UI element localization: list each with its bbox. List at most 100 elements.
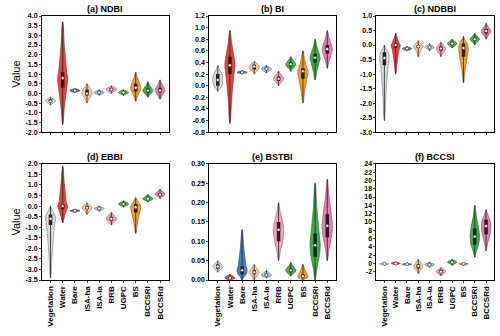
svg-text:Value: Value	[10, 208, 22, 235]
svg-text:(c) NDBBI: (c) NDBBI	[414, 4, 456, 14]
svg-text:-1.5: -1.5	[26, 119, 38, 126]
svg-text:1.5: 1.5	[28, 61, 38, 68]
svg-text:-0.5: -0.5	[26, 213, 38, 220]
svg-text:-0.8: -0.8	[193, 129, 205, 136]
svg-text:RRB: RRB	[436, 286, 445, 304]
svg-text:(a) NDBI: (a) NDBI	[87, 4, 123, 14]
svg-text:Vegetation: Vegetation	[213, 286, 222, 327]
svg-text:Vegetation: Vegetation	[380, 286, 389, 327]
svg-text:-0.5: -0.5	[360, 56, 372, 63]
svg-text:18: 18	[364, 185, 372, 192]
svg-text:-2.5: -2.5	[360, 114, 372, 121]
svg-text:1.5: 1.5	[28, 171, 38, 178]
svg-text:0.5: 0.5	[362, 27, 372, 34]
svg-text:2: 2	[368, 252, 372, 259]
svg-text:Water: Water	[226, 286, 235, 308]
svg-text:(d) EBBI: (d) EBBI	[87, 152, 123, 162]
svg-text:Water: Water	[58, 286, 67, 308]
svg-text:(e) BSTBI: (e) BSTBI	[252, 152, 293, 162]
svg-text:0.25: 0.25	[191, 180, 205, 187]
svg-text:0.0: 0.0	[28, 203, 38, 210]
svg-text:BCCSRd: BCCSRd	[156, 286, 165, 319]
svg-text:-1.5: -1.5	[26, 234, 38, 241]
svg-text:0.4: 0.4	[195, 59, 205, 66]
svg-text:BS: BS	[459, 286, 468, 298]
svg-text:-3.5: -3.5	[26, 276, 38, 283]
svg-text:Vegetation: Vegetation	[46, 286, 55, 327]
svg-text:-2.0: -2.0	[26, 129, 38, 136]
svg-text:BCCSRl: BCCSRl	[470, 286, 479, 317]
svg-text:0.2: 0.2	[195, 71, 205, 78]
svg-text:20: 20	[364, 177, 372, 184]
svg-text:3.5: 3.5	[28, 22, 38, 29]
svg-text:0.5: 0.5	[28, 192, 38, 199]
svg-text:1.0: 1.0	[28, 71, 38, 78]
svg-text:Bare: Bare	[70, 286, 79, 304]
svg-text:0.30: 0.30	[191, 160, 205, 167]
svg-text:1.0: 1.0	[28, 181, 38, 188]
svg-text:0.6: 0.6	[195, 47, 205, 54]
svg-text:0.20: 0.20	[191, 199, 205, 206]
svg-text:RRB: RRB	[274, 286, 283, 304]
svg-text:4: 4	[368, 243, 372, 250]
svg-text:-1.5: -1.5	[360, 85, 372, 92]
svg-text:6: 6	[368, 235, 372, 242]
svg-text:-2.5: -2.5	[26, 255, 38, 262]
svg-text:BS: BS	[131, 286, 140, 298]
svg-text:1.0: 1.0	[362, 12, 372, 19]
svg-text:4.0: 4.0	[28, 12, 38, 19]
svg-text:(b) BI: (b) BI	[261, 4, 284, 14]
svg-text:14: 14	[364, 202, 372, 209]
svg-text:0.00: 0.00	[191, 276, 205, 283]
svg-text:-2.0: -2.0	[26, 245, 38, 252]
svg-text:Water: Water	[391, 286, 400, 308]
svg-text:BCCSRd: BCCSRd	[482, 286, 491, 319]
svg-text:8: 8	[368, 227, 372, 234]
svg-text:24: 24	[364, 160, 372, 167]
svg-text:22: 22	[364, 169, 372, 176]
svg-text:UGPC: UGPC	[286, 286, 295, 309]
svg-text:2.5: 2.5	[28, 41, 38, 48]
svg-text:ISA-ha: ISA-ha	[250, 286, 259, 312]
svg-text:Bare: Bare	[238, 286, 247, 304]
svg-text:-0.2: -0.2	[193, 94, 205, 101]
svg-text:0.10: 0.10	[191, 238, 205, 245]
svg-text:-3.0: -3.0	[26, 266, 38, 273]
svg-text:BCCSRd: BCCSRd	[323, 286, 332, 319]
svg-text:0.0: 0.0	[195, 82, 205, 89]
svg-text:-2.0: -2.0	[360, 100, 372, 107]
svg-text:2.0: 2.0	[28, 51, 38, 58]
svg-text:3.0: 3.0	[28, 32, 38, 39]
svg-text:BS: BS	[299, 286, 308, 298]
svg-text:1.0: 1.0	[195, 24, 205, 31]
svg-text:-0.6: -0.6	[193, 117, 205, 124]
svg-text:-1.0: -1.0	[26, 109, 38, 116]
svg-text:RRB: RRB	[107, 286, 116, 304]
svg-text:UGPC: UGPC	[119, 286, 128, 309]
svg-text:0.0: 0.0	[28, 90, 38, 97]
svg-text:12: 12	[364, 210, 372, 217]
svg-text:0.05: 0.05	[191, 257, 205, 264]
svg-text:-2: -2	[366, 268, 372, 275]
svg-text:ISA-la: ISA-la	[95, 286, 104, 309]
svg-text:0: 0	[368, 260, 372, 267]
svg-text:0.15: 0.15	[191, 218, 205, 225]
svg-text:10: 10	[364, 218, 372, 225]
svg-text:16: 16	[364, 193, 372, 200]
svg-text:-0.5: -0.5	[26, 100, 38, 107]
svg-text:0.0: 0.0	[362, 41, 372, 48]
svg-text:2.0: 2.0	[28, 160, 38, 167]
svg-text:ISA-la: ISA-la	[425, 286, 434, 309]
svg-text:(f) BCCSI: (f) BCCSI	[415, 152, 455, 162]
svg-text:-0.4: -0.4	[193, 105, 205, 112]
svg-text:1.2: 1.2	[195, 12, 205, 19]
svg-text:BCCSRl: BCCSRl	[143, 286, 152, 317]
svg-text:UGPC: UGPC	[448, 286, 457, 309]
svg-text:-3.0: -3.0	[360, 129, 372, 136]
svg-text:0.8: 0.8	[195, 36, 205, 43]
svg-text:-1.0: -1.0	[360, 71, 372, 78]
svg-text:BCCSRl: BCCSRl	[311, 286, 320, 317]
svg-text:ISA-ha: ISA-ha	[83, 286, 92, 312]
svg-text:ISA-la: ISA-la	[262, 286, 271, 309]
svg-text:Value: Value	[10, 60, 22, 87]
